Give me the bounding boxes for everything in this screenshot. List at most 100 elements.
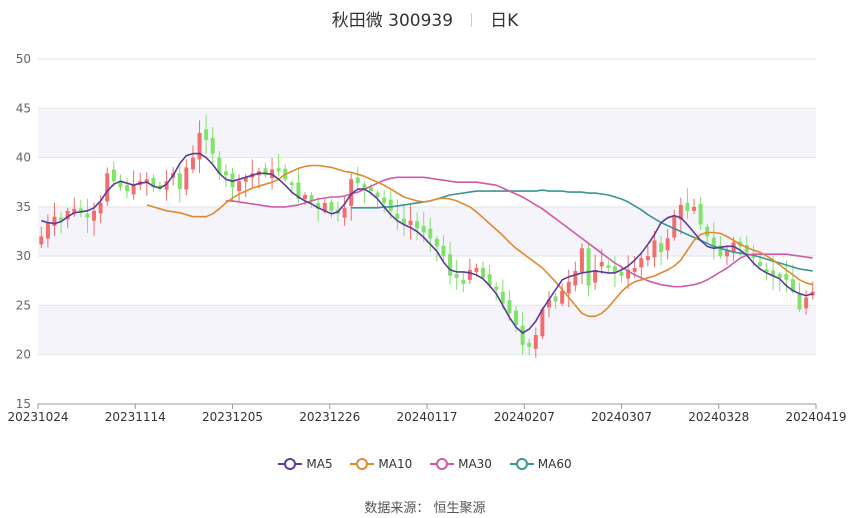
kline-chart[interactable]: 15 20 25 30 35 40 45 50 20231024 20231114 20231205…	[0, 0, 850, 440]
candle-body	[613, 266, 617, 272]
candle-body	[652, 240, 656, 257]
candle-body	[435, 239, 439, 246]
candle-body	[633, 268, 637, 272]
candle-body	[567, 282, 571, 294]
candle-body	[448, 254, 452, 276]
candle-body	[389, 200, 393, 211]
legend-ma60[interactable]: MA60	[510, 457, 572, 471]
candle-body	[699, 204, 703, 225]
candle-body	[560, 291, 564, 304]
candle-body	[329, 202, 333, 211]
candle-body	[685, 203, 689, 211]
candle-body	[620, 272, 624, 276]
candle-body	[468, 270, 472, 280]
candle-body	[534, 335, 538, 349]
x-tick-label: 20240307	[591, 410, 652, 424]
candle-body	[600, 262, 604, 266]
candle-body	[198, 133, 202, 159]
candle-body	[521, 326, 525, 345]
candle-body	[112, 170, 116, 182]
candle-body	[481, 268, 485, 278]
candle-body	[415, 221, 419, 228]
y-tick-label: 50	[16, 52, 31, 66]
candle-body	[798, 293, 802, 309]
candle-body	[224, 171, 228, 175]
candle-body	[692, 207, 696, 211]
candle-body	[804, 298, 808, 309]
candle-body	[39, 236, 43, 244]
candle-body	[369, 187, 373, 191]
x-tick-label: 20240207	[494, 410, 555, 424]
candle-body	[105, 173, 109, 201]
candle-body	[659, 243, 663, 252]
candle-body	[303, 195, 307, 199]
legend-ma10-icon	[350, 458, 374, 470]
candle-body	[204, 129, 208, 140]
candle-body	[290, 183, 294, 186]
x-tick-label: 20240117	[396, 410, 457, 424]
y-tick-label: 45	[16, 101, 31, 115]
candle-body	[494, 287, 498, 290]
y-tick-label: 20	[16, 348, 31, 362]
candle-body	[461, 280, 465, 284]
y-tick-label: 35	[16, 200, 31, 214]
candle-body	[343, 208, 347, 218]
candle-body	[382, 197, 386, 202]
x-tick-label: 20240419	[785, 410, 846, 424]
candle-body	[514, 311, 518, 325]
candle-body	[758, 262, 762, 266]
candle-body	[184, 167, 188, 189]
x-tick-label: 20240328	[688, 410, 749, 424]
candle-body	[666, 238, 670, 250]
candle-body	[573, 271, 577, 286]
candle-body	[85, 214, 89, 218]
candle-body	[606, 265, 610, 268]
candle-body	[705, 227, 709, 237]
y-tick-label: 40	[16, 151, 31, 165]
candle-body	[237, 181, 241, 191]
candle-body	[125, 185, 129, 191]
legend: MA5 MA10 MA30 MA60	[0, 457, 850, 471]
candle-body	[356, 178, 360, 184]
candle-body	[428, 229, 432, 239]
y-tick-label: 30	[16, 249, 31, 263]
candle-body	[409, 221, 413, 225]
x-tick-label: 20231024	[7, 410, 68, 424]
legend-ma60-label: MA60	[538, 457, 572, 471]
legend-ma5-label: MA5	[306, 457, 332, 471]
candle-body	[422, 226, 426, 232]
candle-body	[376, 193, 380, 197]
x-tick-label: 20231226	[299, 410, 360, 424]
candle-body	[277, 168, 281, 171]
candle-body	[53, 217, 57, 226]
candle-body	[646, 256, 650, 260]
candle-body	[580, 248, 584, 272]
x-tick-label: 20231114	[105, 410, 166, 424]
grid-band	[38, 305, 816, 354]
candle-body	[442, 246, 446, 256]
candle-body	[527, 343, 531, 347]
candle-body	[92, 211, 96, 221]
legend-ma5-icon	[278, 458, 302, 470]
candle-body	[211, 138, 215, 154]
legend-ma5[interactable]: MA5	[278, 457, 332, 471]
legend-ma30-icon	[430, 458, 454, 470]
candle-body	[99, 203, 103, 213]
candle-body	[639, 258, 643, 267]
grid-band	[38, 108, 816, 157]
candle-body	[178, 173, 182, 189]
legend-ma60-icon	[510, 458, 534, 470]
candle-body	[778, 274, 782, 278]
legend-ma30-label: MA30	[458, 457, 492, 471]
legend-ma10-label: MA10	[378, 457, 412, 471]
candle-body	[191, 158, 195, 170]
legend-ma30[interactable]: MA30	[430, 457, 492, 471]
candle-body	[395, 214, 399, 219]
x-tick-label: 20231205	[202, 410, 263, 424]
candle-body	[587, 248, 591, 285]
y-tick-label: 25	[16, 298, 31, 312]
candle-body	[46, 223, 50, 239]
legend-ma10[interactable]: MA10	[350, 457, 412, 471]
candle-body	[554, 296, 558, 301]
candle-body	[784, 274, 788, 280]
